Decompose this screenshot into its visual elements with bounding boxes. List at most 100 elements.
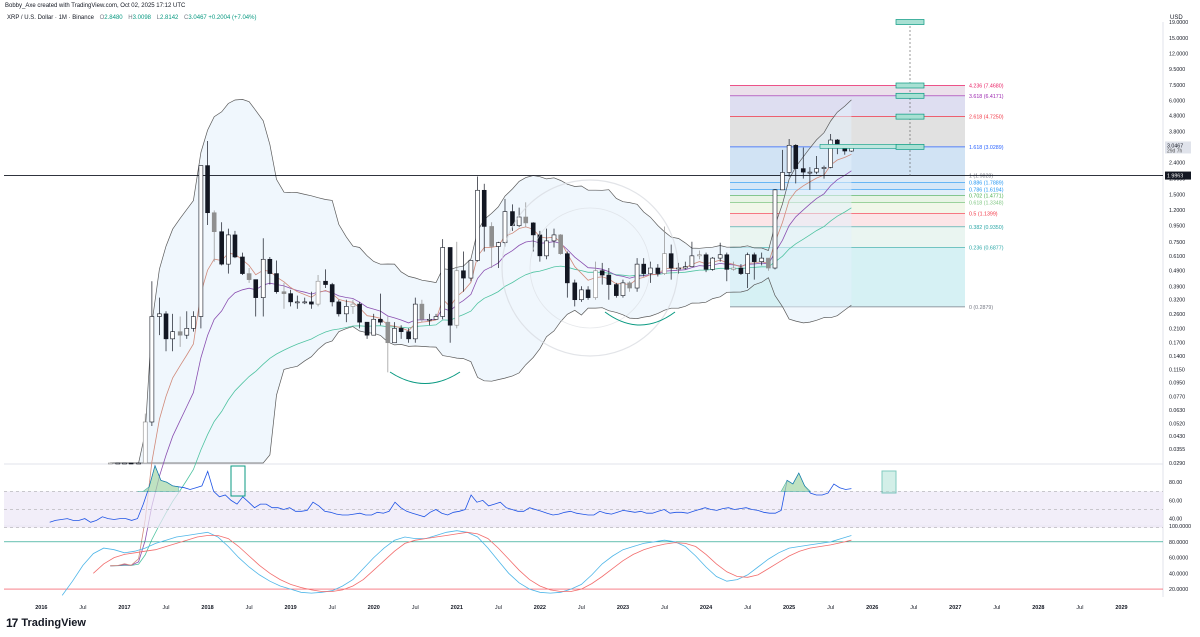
watermark-ring (501, 179, 679, 357)
candle (211, 212, 217, 233)
candle (627, 282, 632, 289)
candle (710, 257, 715, 270)
candle (772, 189, 778, 269)
watermark-inner-ring (529, 207, 651, 329)
candle (170, 331, 175, 340)
time-axis-label: Jul (661, 605, 668, 611)
candle (481, 189, 487, 227)
price-tick-label: 7.5000 (1169, 83, 1185, 89)
change-value: +0.2004 (+7.04%) (208, 15, 257, 21)
time-axis-label: Jul (412, 605, 419, 611)
time-axis-label: 2023 (617, 605, 629, 611)
candle (454, 270, 460, 326)
candle (419, 303, 425, 320)
time-axis-label: Jul (910, 605, 917, 611)
candle (606, 274, 612, 285)
time-axis-label: 2018 (201, 605, 213, 611)
candle (323, 280, 328, 285)
fib-label: 0 (0.2879) (969, 305, 993, 311)
fib-zone (730, 85, 965, 96)
price-tick-label: 2.4000 (1169, 161, 1185, 167)
bollinger-lower (110, 277, 852, 464)
close-label: C (184, 15, 189, 21)
time-axis-label: 2026 (866, 605, 878, 611)
candle (530, 222, 536, 236)
price-tick-label: 0.1400 (1169, 354, 1185, 360)
candle (302, 301, 308, 304)
fib-label: 0.236 (0.6877) (969, 246, 1004, 252)
fib-label: 1 (1.9828) (969, 174, 993, 180)
candle (593, 270, 598, 298)
time-axis-label: 2016 (35, 605, 47, 611)
symbol-title: XRP / U.S. Dollar · 1M · Binance (7, 15, 94, 21)
candle (731, 267, 736, 270)
price-tick-label: 0.9500 (1169, 224, 1185, 230)
candle (427, 318, 432, 321)
currency-label: USD (1170, 15, 1183, 21)
candle (433, 316, 439, 320)
candle (599, 270, 605, 276)
rsi-tick-label: 60.00 (1169, 498, 1182, 504)
close-value: 3.0467 (188, 15, 207, 21)
open-value: 2.8480 (104, 15, 123, 21)
candle (738, 267, 744, 274)
price-tick-label: 12.0000 (1169, 51, 1188, 57)
candle (668, 253, 674, 269)
price-tick-label: 0.0290 (1169, 461, 1185, 467)
time-axis-label: 2022 (534, 605, 546, 611)
time-axis-label: 2029 (1115, 605, 1127, 611)
price-tick-label: 0.2100 (1169, 326, 1185, 332)
candle (336, 301, 342, 315)
candle (357, 303, 362, 323)
stoch-k-line (61, 530, 852, 596)
low-label: L (156, 15, 161, 21)
candle (198, 165, 204, 317)
candle (191, 316, 196, 329)
price-tick-label: 15.0000 (1169, 36, 1188, 42)
rsi-overbought-area (137, 464, 179, 492)
target-box (895, 92, 925, 99)
candle (468, 260, 474, 279)
target-box (895, 144, 925, 150)
candle (288, 293, 293, 303)
time-axis-label: 2021 (451, 605, 463, 611)
price-tick-label: 1.2000 (1169, 208, 1185, 214)
fib-label: 0.786 (1.6194) (969, 187, 1004, 193)
candle (724, 254, 730, 270)
fib-label: 2.618 (4.7250) (969, 115, 1004, 121)
candle (142, 421, 148, 464)
candle (274, 273, 279, 293)
fib-label: 4.236 (7.4680) (969, 84, 1004, 90)
time-axis-label: 2019 (285, 605, 297, 611)
candle (267, 258, 273, 274)
candle (689, 255, 695, 268)
time-axis-label: 2028 (1032, 605, 1044, 611)
candle (751, 254, 757, 262)
candle (544, 240, 549, 257)
candle (232, 234, 238, 258)
fib-label: 0.702 (1.4771) (969, 194, 1004, 200)
candle (281, 291, 287, 294)
price-tick-label: 0.3900 (1169, 284, 1185, 290)
candle (246, 273, 252, 280)
candle (800, 168, 806, 173)
bollinger-upper (110, 99, 852, 464)
time-axis-label: Jul (246, 605, 253, 611)
time-axis-label: Jul (162, 605, 169, 611)
candle (406, 331, 411, 340)
candle (315, 280, 321, 305)
high-label: H (128, 15, 133, 21)
smile-arc (604, 311, 676, 326)
candle (440, 247, 445, 317)
price-tick-label: 0.0950 (1169, 380, 1185, 386)
time-axis-label: Jul (495, 605, 502, 611)
time-axis-label: Jul (79, 605, 86, 611)
candle (163, 313, 169, 340)
candle (564, 253, 570, 284)
rsi-highlight-box (881, 470, 897, 494)
fib-label: 3.618 (6.4171) (969, 94, 1004, 100)
price-tick-label: 3.8000 (1169, 129, 1185, 135)
price-tick-label: 0.7500 (1169, 240, 1185, 246)
chart-caption: Bobby_Axe created with TradingView.com, … (5, 3, 186, 9)
